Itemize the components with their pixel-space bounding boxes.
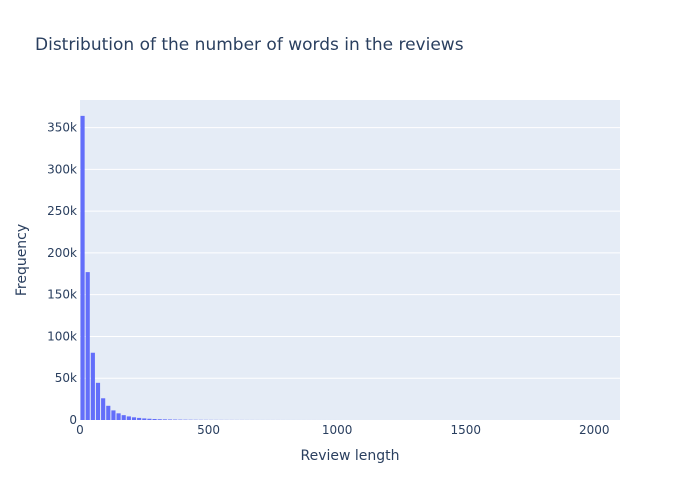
histogram-bar [157,419,162,420]
x-axis-title: Review length [300,448,399,464]
y-axis-ticks: 0 50k 100k 150k 200k 250k 300k 350k [47,121,77,427]
y-axis-title: Frequency [14,224,30,296]
histogram-bar [116,413,121,420]
y-tick-label: 200k [47,246,77,260]
x-tick-label: 500 [197,423,220,437]
histogram-bar [85,272,90,420]
histogram-bar [147,418,152,420]
histogram-bar [111,410,116,420]
histogram-bar [101,398,106,420]
histogram-bar [152,418,157,420]
histogram-bar [167,419,173,420]
x-axis-ticks: 0 500 1000 1500 2000 [76,423,609,437]
bars [80,115,342,421]
plot-area [80,100,620,420]
x-tick-label: 0 [76,423,84,437]
histogram-bar [131,417,137,420]
chart-title: Distribution of the number of words in t… [35,35,464,55]
x-tick-label: 2000 [579,423,610,437]
x-tick-label: 1500 [450,423,481,437]
y-tick-label: 300k [47,162,77,176]
histogram-bar [80,115,85,421]
y-tick-label: 150k [47,288,77,302]
y-tick-label: 350k [47,121,77,135]
histogram-bar [121,415,126,420]
histogram-bar [137,417,142,420]
histogram-bar [126,416,131,420]
histogram-bar [106,405,111,420]
histogram-bar [162,419,167,420]
gridlines [80,127,620,379]
histogram-bar [142,418,147,420]
histogram-bar [90,352,95,420]
y-tick-label: 0 [69,413,77,427]
histogram-bar [95,382,101,420]
x-tick-label: 1000 [322,423,353,437]
y-tick-label: 100k [47,329,77,343]
y-tick-label: 50k [55,371,77,385]
y-tick-label: 250k [47,204,77,218]
